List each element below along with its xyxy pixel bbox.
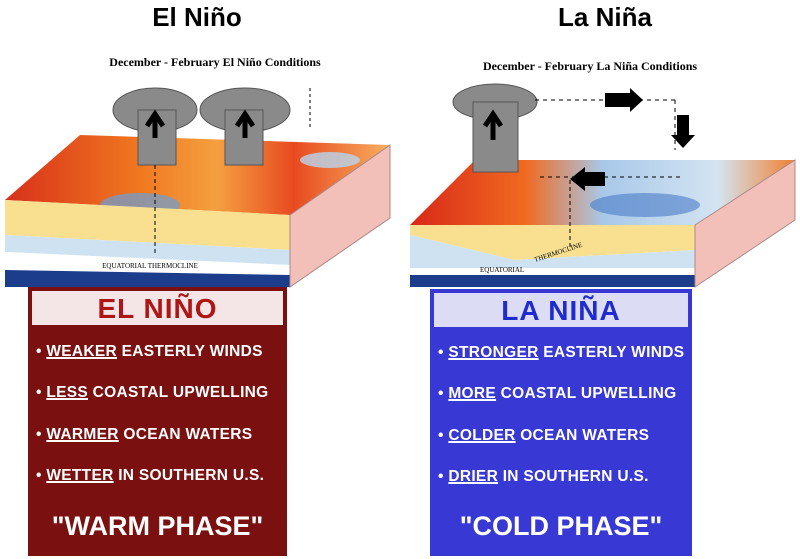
la-nina-diagram: December - February La Niña Conditions E…	[410, 59, 796, 288]
bullet-emphasis: STRONGER	[448, 344, 539, 361]
ocean-surface	[5, 135, 390, 215]
box-heading: EL NIÑO	[32, 291, 283, 325]
clouds	[452, 83, 538, 173]
side-face	[289, 144, 391, 288]
bullet: • MORE COASTAL UPWELLING	[438, 385, 677, 402]
side-face	[694, 159, 796, 288]
bullet: • DRIER IN SOUTHERN U.S.	[438, 468, 649, 485]
bullet-text: OCEAN WATERS	[520, 427, 650, 444]
bullet-emphasis: LESS	[46, 384, 89, 401]
front-layer	[5, 235, 290, 265]
bullet-emphasis: WETTER	[46, 467, 114, 484]
la-nina-box: LA NIÑA • STRONGER EASTERLY WINDS • MORE…	[430, 289, 692, 556]
el-nino-box: EL NIÑO • WEAKER EASTERLY WINDS • LESS C…	[28, 287, 287, 556]
box-heading: LA NIÑA	[434, 293, 688, 327]
bullet-emphasis: DRIER	[448, 468, 499, 485]
bullet-text: IN SOUTHERN U.S.	[502, 468, 649, 485]
phase-label: "COLD PHASE"	[459, 511, 663, 541]
cool-patch	[300, 152, 360, 168]
front-layer	[410, 235, 695, 268]
arrow	[605, 88, 643, 112]
bullet-emphasis: COLDER	[448, 427, 516, 444]
bullet-text: EASTERLY WINDS	[121, 343, 263, 360]
bullet: • LESS COASTAL UPWELLING	[36, 384, 269, 401]
front-warm	[5, 200, 290, 250]
panel-title: El Niño	[152, 2, 242, 32]
bullet-text: COASTAL UPWELLING	[92, 384, 269, 401]
el-nino-diagram: December - February El Niño Conditions E…	[5, 55, 391, 288]
front-deep	[410, 275, 695, 287]
phase-label: "WARM PHASE"	[51, 511, 264, 541]
arrows	[144, 109, 256, 138]
arrow	[671, 115, 695, 148]
bullet-text: COASTAL UPWELLING	[500, 385, 677, 402]
bullet-text: OCEAN WATERS	[123, 426, 253, 443]
cold-patch	[590, 193, 700, 217]
bullet: • WEAKER EASTERLY WINDS	[36, 343, 263, 360]
bullet-emphasis: WARMER	[46, 426, 119, 443]
caption: December - February El Niño Conditions	[109, 55, 321, 69]
bullet: • WETTER IN SOUTHERN U.S.	[36, 467, 265, 484]
bullet-emphasis: WEAKER	[46, 343, 118, 360]
caption: December - February La Niña Conditions	[483, 59, 697, 73]
bullet: • COLDER OCEAN WATERS	[438, 427, 650, 444]
arrow	[482, 109, 504, 140]
panel-title: La Niña	[558, 2, 652, 32]
thermocline-label: EQUATORIAL THERMOCLINE	[102, 262, 198, 270]
bullet-text: EASTERLY WINDS	[543, 344, 685, 361]
bullet-emphasis: MORE	[448, 385, 497, 402]
thermocline-label: EQUATORIAL	[480, 266, 524, 274]
front-deep	[5, 270, 290, 287]
bullet: • STRONGER EASTERLY WINDS	[438, 344, 685, 361]
front-warm	[410, 225, 695, 260]
bullet-text: IN SOUTHERN U.S.	[118, 467, 265, 484]
arrow	[570, 167, 605, 191]
ocean-surface	[410, 160, 795, 225]
bullet: • WARMER OCEAN WATERS	[36, 426, 253, 443]
front-layer	[410, 268, 695, 275]
